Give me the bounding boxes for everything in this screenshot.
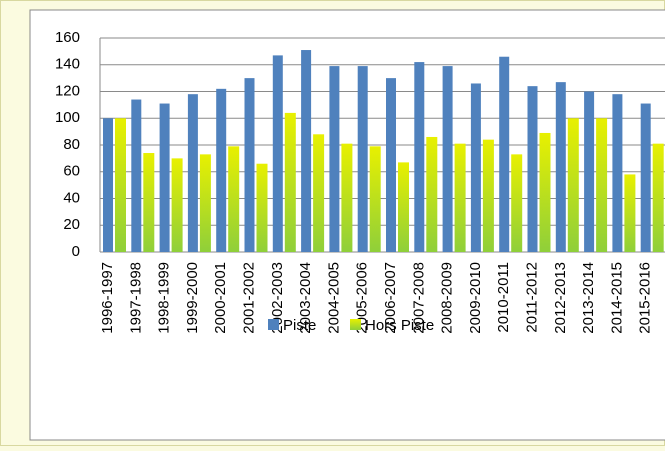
bar bbox=[199, 154, 211, 252]
legend-label: Hors Piste bbox=[365, 317, 434, 334]
bar bbox=[256, 163, 268, 252]
bar bbox=[171, 158, 183, 252]
x-tick-label: 2008-2009 bbox=[439, 262, 456, 334]
x-tick-label: 2001-2002 bbox=[240, 262, 257, 334]
bar bbox=[499, 56, 510, 252]
legend-swatch bbox=[268, 319, 279, 330]
bar bbox=[596, 118, 608, 252]
bar bbox=[612, 94, 623, 252]
y-tick-label: 80 bbox=[63, 136, 80, 153]
x-tick-label: 2004-2005 bbox=[325, 262, 342, 334]
bar bbox=[652, 143, 664, 252]
x-tick-label: 2006-2007 bbox=[382, 262, 399, 334]
bar bbox=[313, 134, 325, 252]
bar bbox=[301, 50, 312, 252]
y-tick-label: 40 bbox=[63, 189, 80, 206]
bar bbox=[103, 118, 113, 252]
bar bbox=[187, 94, 198, 252]
bar bbox=[329, 66, 340, 253]
legend-label: Piste bbox=[283, 317, 316, 334]
x-tick-label: 2003-2004 bbox=[297, 262, 314, 334]
legend-swatch bbox=[350, 319, 361, 330]
x-tick-label: 2011-2012 bbox=[523, 262, 540, 333]
bar bbox=[143, 153, 155, 252]
x-tick-label: 2013-2014 bbox=[580, 262, 597, 334]
bar bbox=[527, 86, 538, 253]
bar bbox=[386, 78, 396, 252]
bar bbox=[567, 118, 579, 252]
x-tick-label: 2007-2008 bbox=[410, 262, 427, 334]
y-tick-label: 60 bbox=[63, 163, 80, 180]
bar bbox=[640, 103, 651, 252]
x-tick-label: 2005-2006 bbox=[354, 262, 371, 334]
bar bbox=[624, 174, 636, 252]
y-tick-label: 20 bbox=[63, 216, 80, 233]
y-tick-label: 120 bbox=[55, 82, 80, 99]
bar bbox=[341, 143, 353, 252]
y-tick-label: 140 bbox=[55, 56, 80, 73]
y-tick-label: 160 bbox=[55, 29, 80, 46]
x-tick-label: 2015-2016 bbox=[637, 262, 654, 334]
y-tick-label: 0 bbox=[72, 243, 80, 260]
bar bbox=[584, 91, 595, 252]
bar bbox=[482, 139, 494, 252]
bar bbox=[442, 66, 453, 253]
bar bbox=[272, 55, 283, 253]
bar bbox=[115, 118, 126, 252]
x-tick-label: 2010-2011 bbox=[495, 262, 512, 333]
x-tick-label: 2014-2015 bbox=[608, 262, 625, 334]
bar bbox=[454, 143, 466, 252]
x-tick-label: 2012-2013 bbox=[552, 262, 569, 334]
bar bbox=[369, 146, 381, 252]
bar bbox=[216, 88, 227, 252]
x-tick-label: 1997-1998 bbox=[127, 262, 144, 334]
x-tick-label: 2000-2001 bbox=[212, 262, 229, 334]
y-tick-label: 100 bbox=[55, 109, 80, 126]
x-tick-label: 2002-2003 bbox=[269, 262, 286, 334]
bar bbox=[398, 162, 409, 252]
bar bbox=[511, 154, 523, 252]
bar bbox=[131, 99, 142, 253]
bar bbox=[244, 78, 255, 252]
bar bbox=[357, 66, 368, 253]
bar bbox=[159, 103, 170, 252]
x-tick-label: 2009-2010 bbox=[467, 262, 484, 334]
bar bbox=[470, 83, 481, 252]
x-tick-label: 1996-1997 bbox=[99, 262, 116, 334]
bar bbox=[228, 146, 240, 252]
bar bbox=[555, 82, 566, 252]
x-tick-label: 1999-2000 bbox=[184, 262, 201, 334]
bar bbox=[284, 112, 296, 253]
x-tick-label: 1998-1999 bbox=[156, 262, 173, 334]
bar bbox=[414, 62, 425, 253]
bar bbox=[426, 136, 438, 252]
bar bbox=[539, 132, 551, 252]
